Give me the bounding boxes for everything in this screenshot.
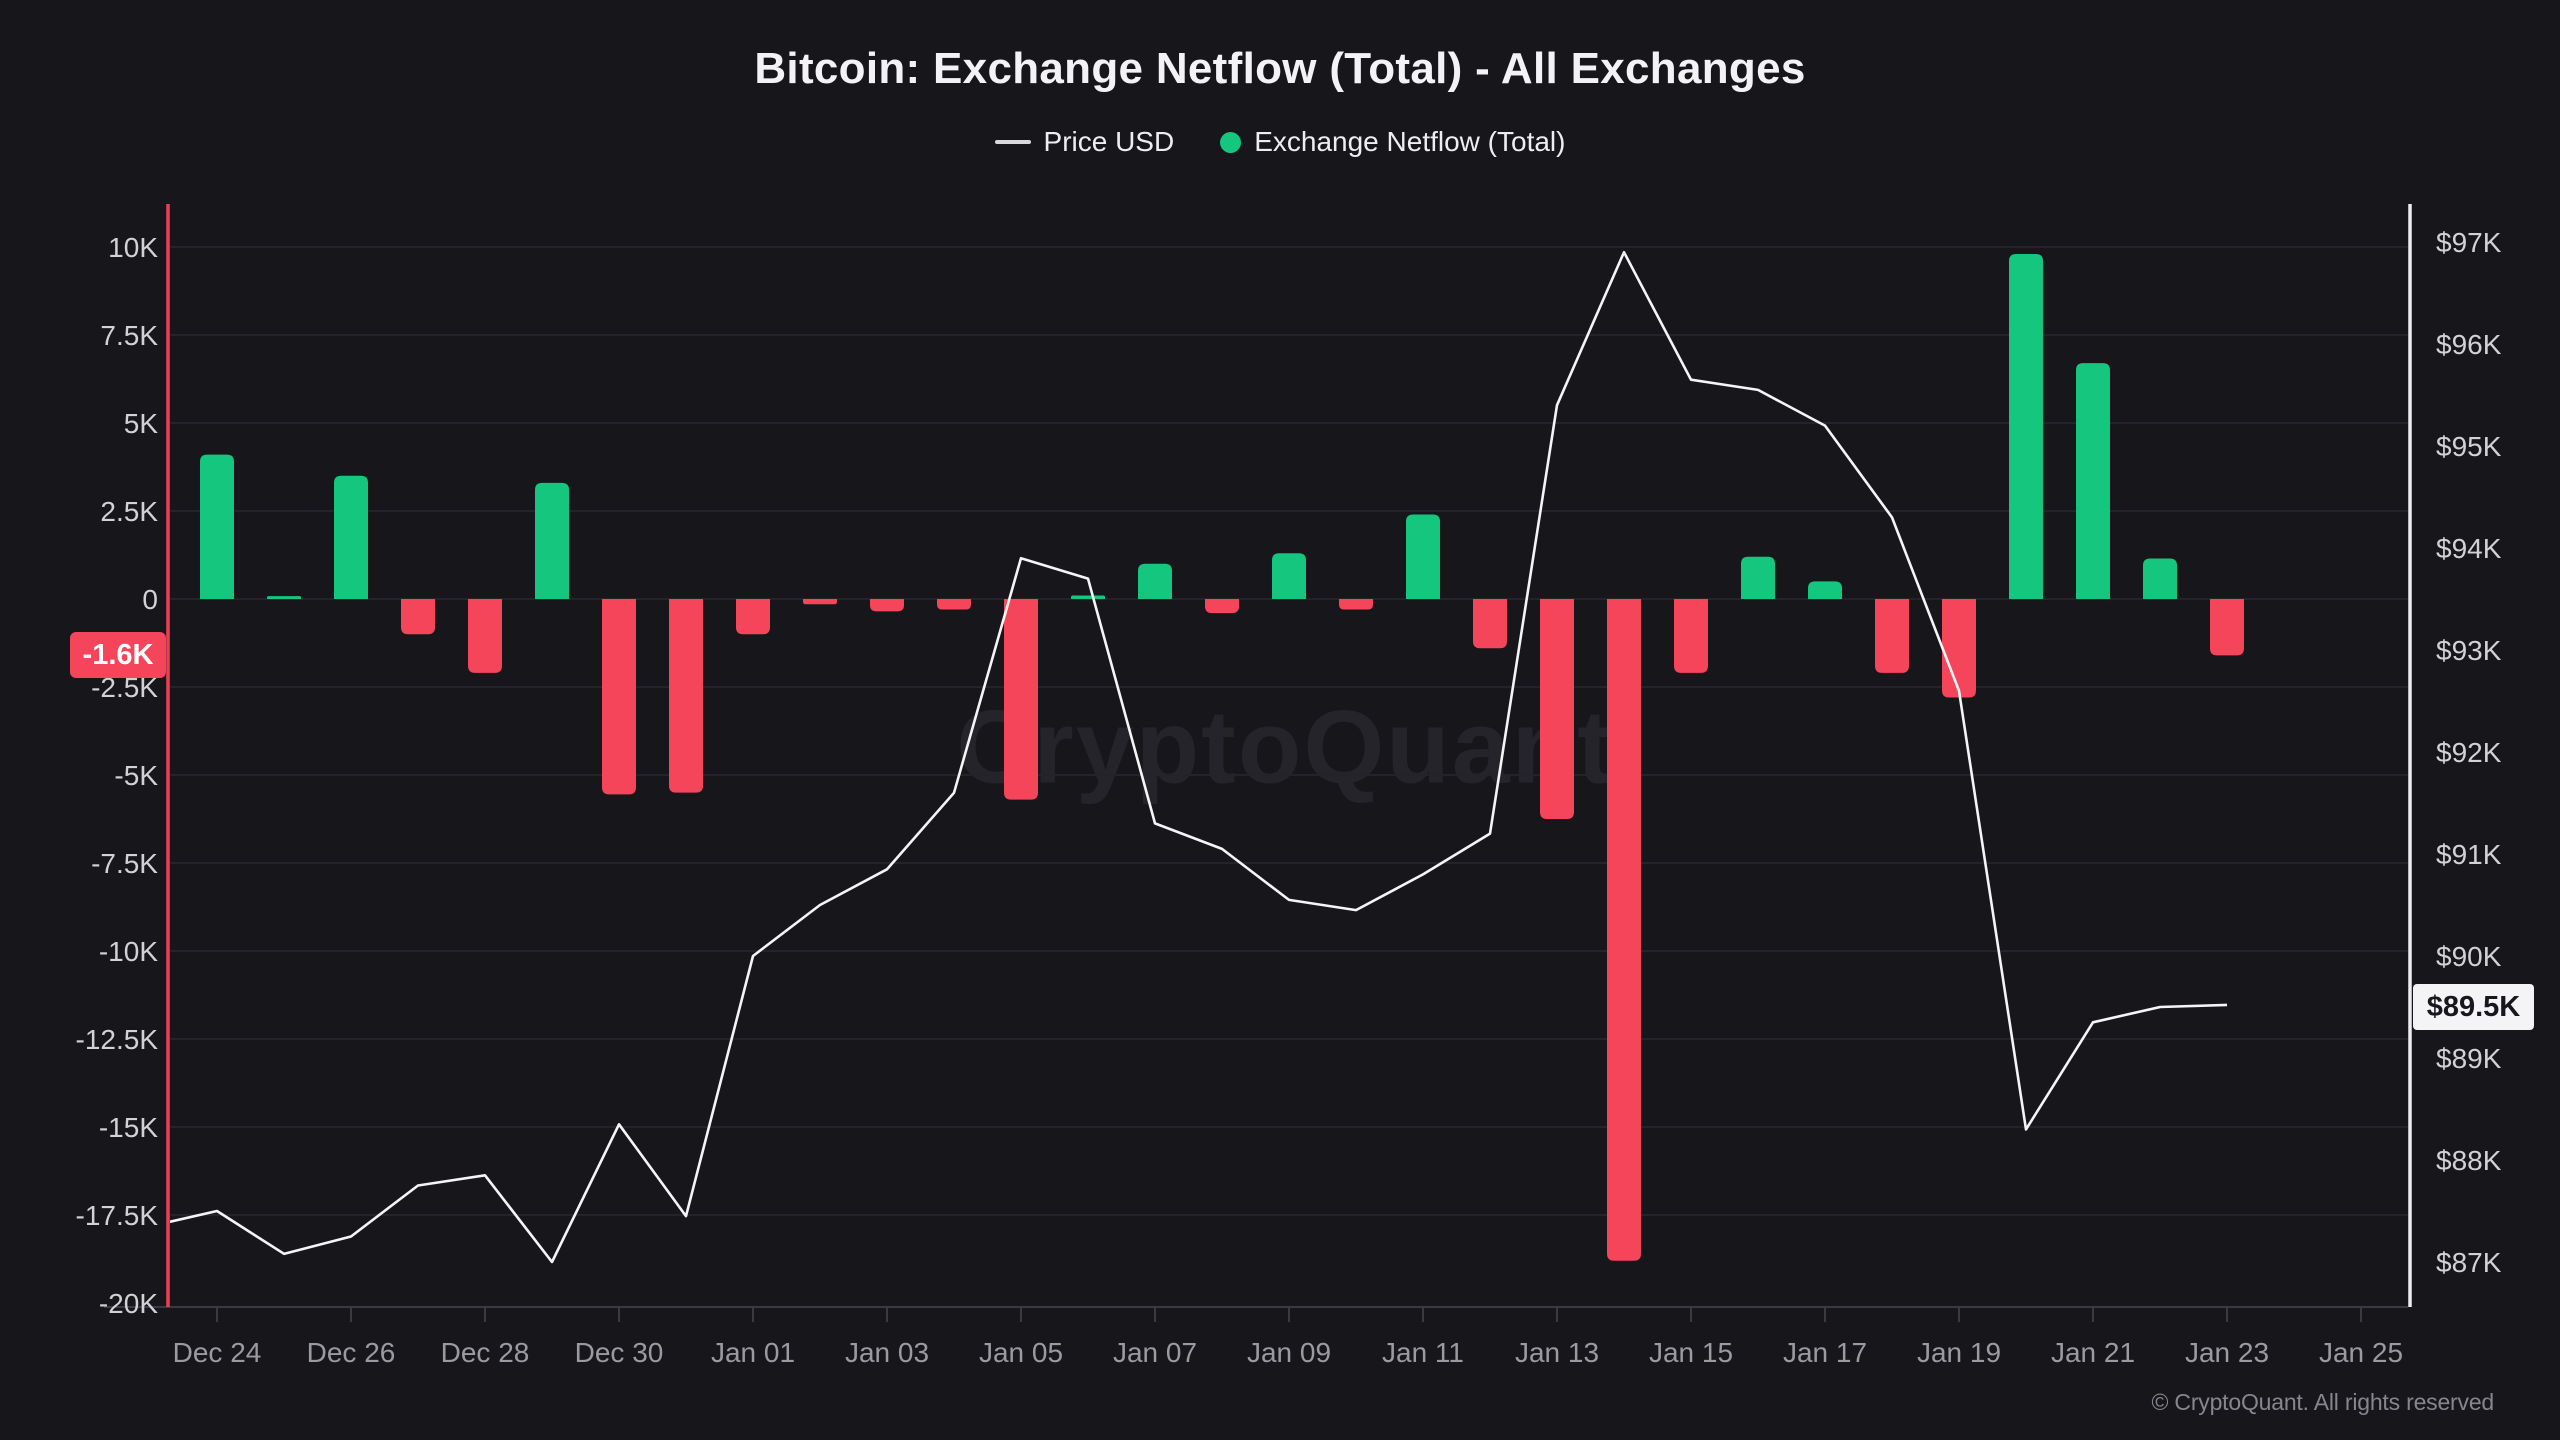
netflow-bar — [2210, 599, 2244, 656]
x-axis-label: Jan 09 — [1247, 1337, 1331, 1368]
x-axis-label: Jan 25 — [2319, 1337, 2403, 1368]
netflow-bar — [1138, 563, 1172, 599]
left-axis-label: 5K — [124, 408, 159, 439]
price-line — [170, 250, 2228, 1264]
x-axis-label: Dec 24 — [173, 1337, 262, 1368]
price-line-icon — [994, 140, 1031, 144]
netflow-bar — [1875, 599, 1909, 673]
left-axis-label: 0 — [142, 584, 158, 615]
x-axis-label: Dec 26 — [307, 1337, 396, 1368]
netflow-bar — [334, 475, 368, 599]
netflow-bar — [1540, 599, 1574, 819]
legend-label-price: Price USD — [1043, 126, 1175, 157]
left-axis-label: -10K — [99, 936, 158, 967]
x-axis-label: Jan 07 — [1113, 1337, 1197, 1368]
netflow-bar — [803, 599, 837, 605]
netflow-bar — [602, 599, 636, 795]
right-axis-label: $91K — [2436, 839, 2502, 870]
netflow-bar — [2009, 254, 2043, 600]
latest-price-badge: $89.5K — [2413, 984, 2534, 1030]
right-axis-label: $95K — [2436, 431, 2502, 462]
legend-item-netflow[interactable]: Exchange Netflow (Total) — [1220, 126, 1565, 158]
left-axis-label: 7.5K — [100, 320, 158, 351]
right-axis-label: $89K — [2436, 1043, 2502, 1074]
legend-item-price[interactable]: Price USD — [994, 126, 1175, 158]
left-axis-label: -7.5K — [91, 848, 158, 879]
netflow-bar — [1808, 581, 1842, 599]
right-axis-label: $92K — [2436, 737, 2502, 768]
x-axis-label: Jan 05 — [979, 1337, 1063, 1368]
x-axis-label: Jan 11 — [1382, 1337, 1464, 1368]
netflow-bar — [1406, 514, 1440, 599]
netflow-bar — [669, 599, 703, 793]
latest-netflow-badge: -1.6K — [70, 632, 166, 679]
netflow-bar — [736, 599, 770, 635]
legend-label-netflow: Exchange Netflow (Total) — [1254, 126, 1566, 157]
netflow-bar — [2143, 558, 2177, 599]
x-axis-label: Jan 13 — [1515, 1337, 1599, 1368]
netflow-bar — [1607, 599, 1641, 1261]
left-axis-label: -15K — [99, 1112, 158, 1143]
right-axis-label: $88K — [2436, 1145, 2502, 1176]
x-axis-label: Jan 01 — [711, 1337, 795, 1368]
right-axis-label: $90K — [2436, 941, 2502, 972]
netflow-bar — [1272, 553, 1306, 599]
netflow-bar — [1205, 599, 1239, 614]
right-axis-label: $94K — [2436, 533, 2502, 564]
x-axis-label: Jan 15 — [1649, 1337, 1733, 1368]
netflow-dot-icon — [1220, 131, 1242, 153]
copyright: © CryptoQuant. All rights reserved — [2151, 1389, 2494, 1415]
left-axis-label: -5K — [114, 760, 158, 791]
netflow-bar — [1071, 595, 1105, 599]
netflow-bar — [468, 599, 502, 673]
left-axis-label: -12.5K — [76, 1024, 159, 1055]
netflow-bar — [1674, 599, 1708, 673]
left-axis-label: -20K — [99, 1288, 158, 1319]
left-axis-label: 2.5K — [100, 496, 158, 527]
netflow-bar — [937, 599, 971, 610]
left-axis-label: -17.5K — [76, 1200, 159, 1231]
x-axis-label: Jan 03 — [845, 1337, 929, 1368]
x-axis-label: Jan 21 — [2051, 1337, 2135, 1368]
netflow-bar — [1741, 556, 1775, 599]
netflow-bar — [1004, 599, 1038, 800]
chart-title: Bitcoin: Exchange Netflow (Total) - All … — [754, 44, 1806, 93]
x-axis-label: Dec 28 — [441, 1337, 530, 1368]
netflow-bar — [1473, 599, 1507, 649]
x-axis-label: Jan 23 — [2185, 1337, 2269, 1368]
netflow-bar — [267, 596, 301, 599]
right-axis-label: $87K — [2436, 1247, 2502, 1278]
left-axis-label: 10K — [108, 232, 158, 263]
netflow-bar — [1942, 599, 1976, 698]
netflow-bar — [2076, 363, 2110, 599]
x-axis-label: Dec 30 — [575, 1337, 664, 1368]
x-axis-label: Jan 17 — [1783, 1337, 1867, 1368]
right-axis-label: $96K — [2436, 329, 2502, 360]
x-axis-label: Jan 19 — [1917, 1337, 2001, 1368]
netflow-bar — [1339, 599, 1373, 610]
netflow-bar — [535, 482, 569, 599]
netflow-bar — [401, 599, 435, 635]
netflow-bar — [200, 454, 234, 599]
legend: Price USD Exchange Netflow (Total) — [0, 126, 2560, 158]
right-axis-label: $97K — [2436, 227, 2502, 258]
right-axis-label: $93K — [2436, 635, 2502, 666]
netflow-bar — [870, 599, 904, 612]
